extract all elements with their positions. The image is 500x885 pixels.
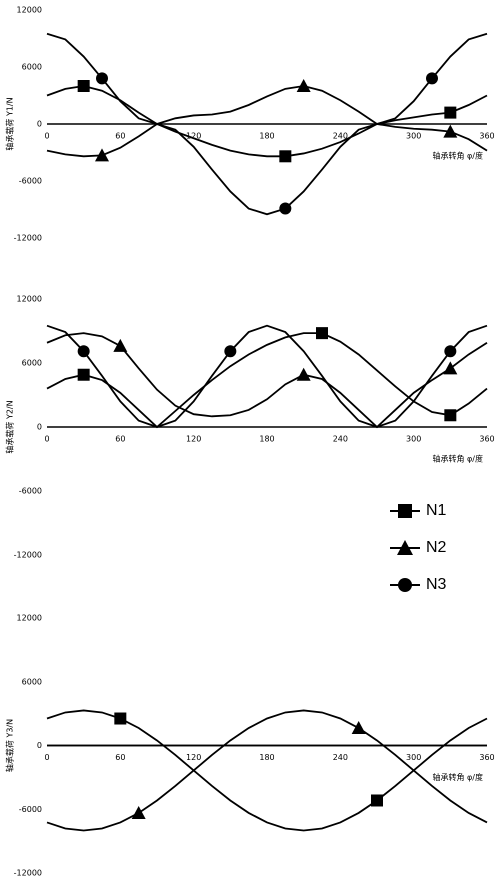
marker-square [114,712,127,725]
y-tick-label: 0 [37,120,42,129]
legend-label: N1 [426,502,447,519]
marker-square [316,327,328,340]
x-tick-label: 120 [186,132,201,141]
marker-circle [398,578,412,592]
series-line [46,709,488,832]
y-tick-label: -6000 [19,487,42,496]
marker-triangle [351,721,366,735]
series-line [46,32,488,216]
y-axis-label: 轴承载荷 Y1/N [5,97,15,150]
marker-circle [77,345,90,358]
x-tick-label: 60 [115,132,125,141]
x-tick-label: 0 [44,753,49,762]
y-tick-label: -6000 [19,805,42,814]
y-tick-label: -12000 [14,869,42,878]
marker-triangle [296,79,311,92]
marker-square [279,150,292,163]
x-axis-label: 轴承转角 φ/度 [432,151,483,161]
series-line [46,85,488,158]
x-tick-label: 240 [333,753,348,762]
y-tick-label: -6000 [19,177,42,186]
x-tick-label: 60 [115,435,125,444]
y-axis-label: 轴承载荷 Y3/N [5,719,15,772]
marker-circle [96,72,108,85]
x-tick-label: 60 [115,753,125,762]
marker-triangle [113,338,128,352]
marker-square [371,794,383,807]
marker-square [444,409,457,422]
y-tick-label: -12000 [14,234,42,243]
series-line [46,709,488,832]
legend-label: N2 [426,539,447,556]
x-tick-label: 360 [479,435,494,444]
x-axis-label: 轴承转角 φ/度 [432,454,483,464]
x-tick-label: 240 [333,132,348,141]
y-tick-label: 0 [37,741,42,750]
x-axis-label: 轴承转角 φ/度 [432,772,483,782]
y-tick-label: 6000 [22,63,42,72]
x-tick-label: 180 [259,435,274,444]
legend-label: N3 [426,576,447,593]
marker-circle [444,345,457,358]
x-tick-label: 300 [406,753,421,762]
marker-triangle [443,361,458,375]
x-tick-label: 300 [406,132,421,141]
marker-triangle [95,148,109,162]
y-tick-label: 12000 [17,295,42,304]
marker-triangle [397,540,413,555]
y-axis-label: 轴承载荷 Y2/N [5,400,15,453]
y-tick-label: 12000 [17,614,42,623]
series-line [46,332,488,429]
series-line [46,332,488,429]
x-tick-label: 120 [186,753,201,762]
marker-circle [426,72,438,85]
x-tick-label: 360 [479,132,494,141]
x-tick-label: 240 [333,435,348,444]
x-tick-label: 180 [259,753,274,762]
marker-triangle [131,805,146,819]
y-tick-label: 0 [37,423,42,432]
x-tick-label: 360 [479,753,494,762]
y-tick-label: 6000 [22,677,42,686]
marker-triangle [443,124,458,138]
marker-square [398,504,412,518]
y-tick-label: 12000 [17,6,42,15]
marker-square [77,80,90,92]
x-tick-label: 0 [44,132,49,141]
y-tick-label: -12000 [14,551,42,560]
marker-square [77,368,90,381]
x-tick-label: 180 [259,132,274,141]
x-tick-label: 0 [44,435,49,444]
x-tick-label: 120 [186,435,201,444]
y-tick-label: 6000 [22,359,42,368]
marker-triangle [296,367,311,381]
marker-square [444,106,457,119]
marker-circle [224,345,237,358]
marker-circle [279,202,292,215]
series-line [46,324,488,428]
x-tick-label: 300 [406,435,421,444]
